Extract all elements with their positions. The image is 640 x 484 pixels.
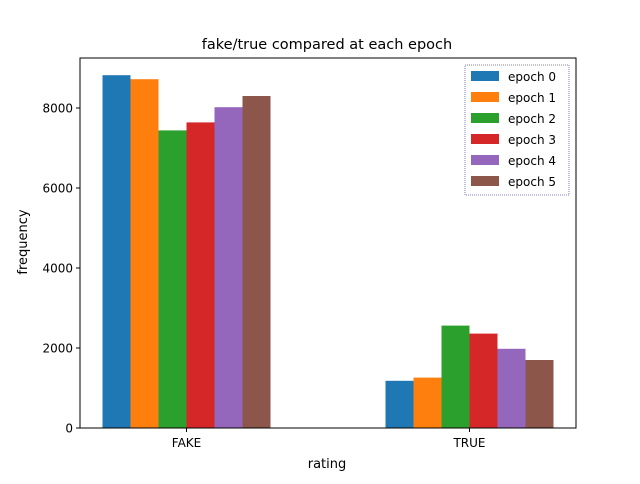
bar-epoch-0-fake xyxy=(102,75,131,428)
y-tick-label: 6000 xyxy=(42,182,73,196)
y-tick-label: 8000 xyxy=(42,102,73,116)
legend-label: epoch 0 xyxy=(508,70,556,84)
bar-epoch-0-true xyxy=(385,380,414,428)
bar-epoch-5-fake xyxy=(242,96,271,428)
x-axis-ticks: FAKE TRUE xyxy=(172,428,486,450)
y-axis-label: frequency xyxy=(16,209,31,275)
plot-area-frame xyxy=(79,57,577,429)
x-tick-label: TRUE xyxy=(452,436,485,450)
legend-swatch xyxy=(471,155,499,165)
legend-swatch xyxy=(471,113,499,123)
y-axis-ticks: 0 2000 4000 6000 8000 xyxy=(42,102,80,436)
bar-epoch-4-fake xyxy=(214,107,243,428)
bar-epoch-1-fake xyxy=(130,79,159,428)
legend-swatch xyxy=(471,176,499,186)
legend-swatch xyxy=(471,71,499,81)
legend-label: epoch 4 xyxy=(508,154,556,168)
legend: epoch 0 epoch 1 epoch 2 epoch 3 epoch 4 epoch… xyxy=(464,64,570,196)
y-tick-label: 2000 xyxy=(42,342,73,356)
bar-epoch-3-fake xyxy=(186,122,215,429)
legend-label: epoch 5 xyxy=(508,175,556,189)
bar-epoch-2-true xyxy=(441,325,470,428)
legend-swatch xyxy=(471,134,499,144)
legend-frame xyxy=(464,64,570,196)
y-tick-label: 4000 xyxy=(42,262,73,276)
x-axis-label: rating xyxy=(308,457,347,472)
legend-swatch xyxy=(471,92,499,102)
chart-title: fake/true compared at each epoch xyxy=(202,37,452,53)
x-tick-label: FAKE xyxy=(172,436,201,450)
legend-label: epoch 3 xyxy=(508,133,556,147)
legend-label: epoch 2 xyxy=(508,112,556,126)
bar-epoch-2-fake xyxy=(158,130,187,428)
bar-epoch-3-true xyxy=(469,333,498,428)
bar-epoch-5-true xyxy=(525,360,554,428)
legend-label: epoch 1 xyxy=(508,91,556,105)
y-tick-label: 0 xyxy=(65,422,73,436)
bar-epoch-1-true xyxy=(413,377,442,428)
bar-epoch-4-true xyxy=(497,348,526,428)
bars-group xyxy=(102,75,554,429)
